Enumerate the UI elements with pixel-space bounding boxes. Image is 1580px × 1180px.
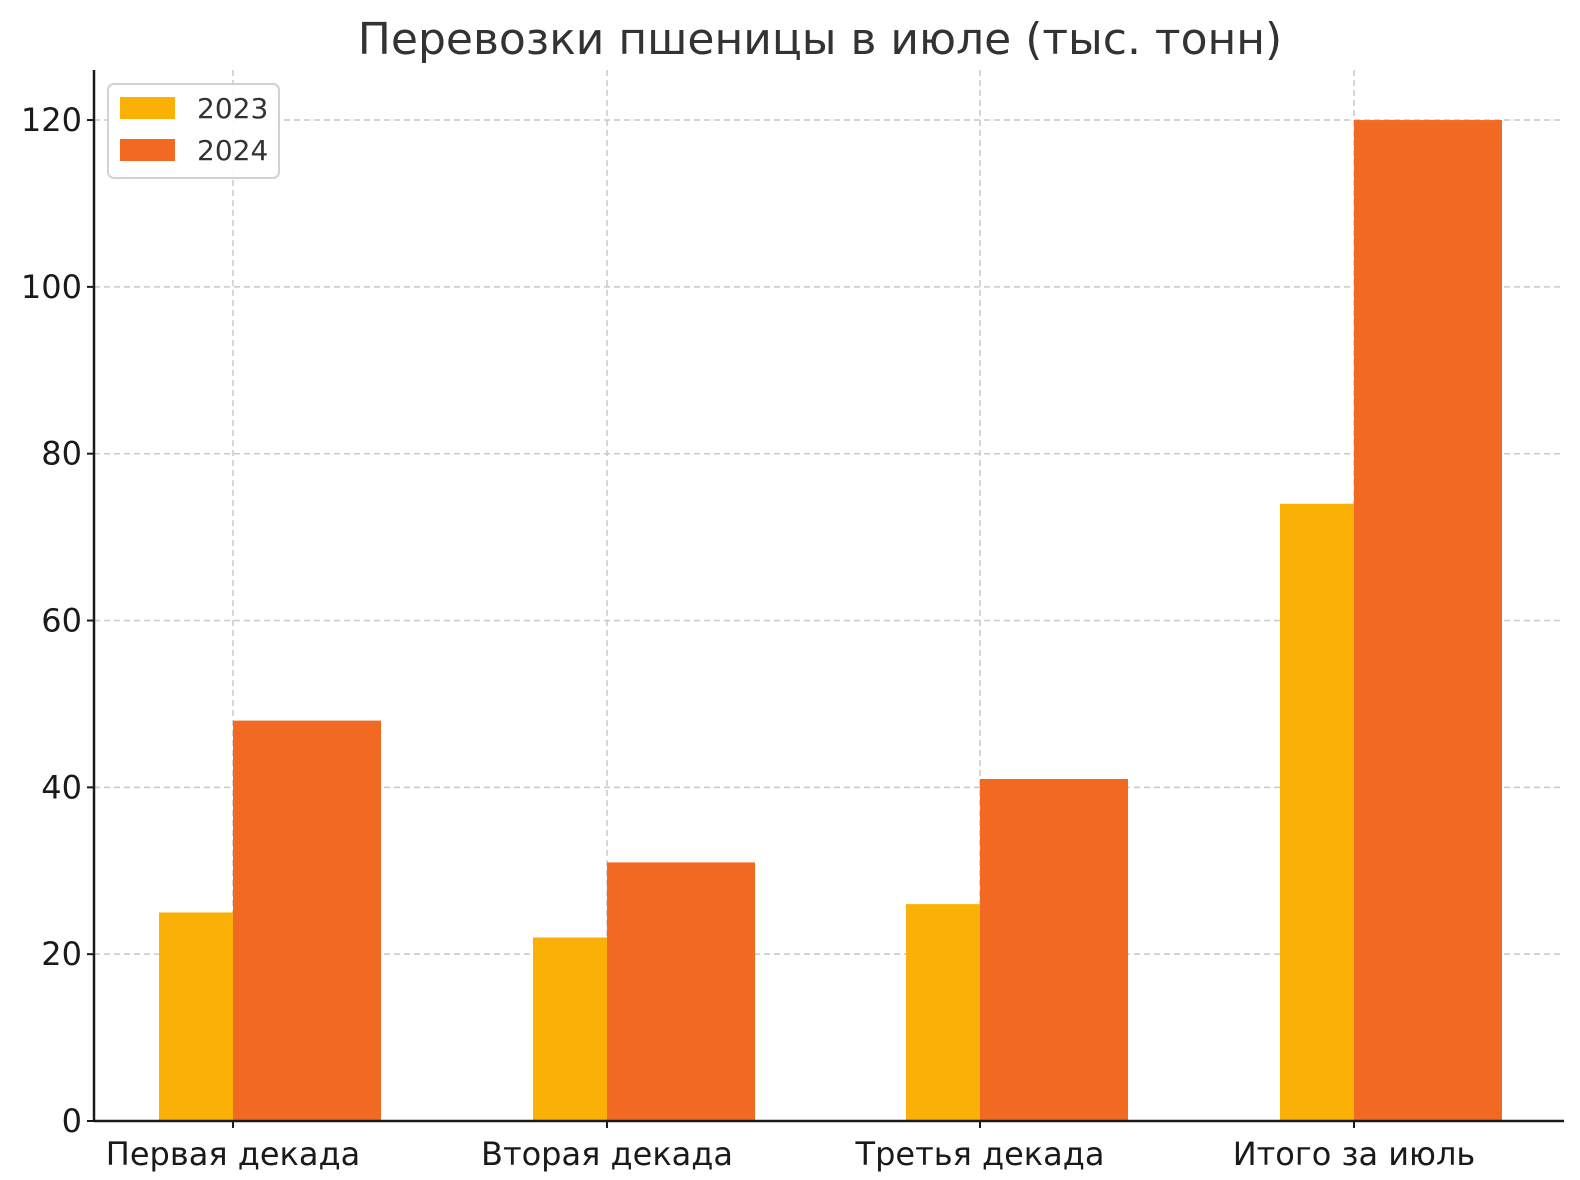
legend-label-2024: 2024 — [197, 134, 268, 167]
bar-2023 — [1280, 503, 1354, 1121]
x-tick-label: Первая декада — [106, 1135, 360, 1173]
y-axis-ticks: 0 20 40 60 80 100 120 — [21, 101, 94, 1140]
x-tick-label: Итого за июль — [1233, 1135, 1476, 1173]
y-tick-label: 60 — [41, 602, 82, 640]
axes — [92, 70, 1564, 1123]
y-tick-label: 80 — [41, 435, 82, 473]
y-tick-label: 0 — [62, 1102, 82, 1140]
bar-2023 — [906, 904, 980, 1121]
chart-title: Перевозки пшеницы в июле (тыс. тонн) — [358, 14, 1282, 65]
bar-2024 — [607, 862, 755, 1121]
y-tick-label: 120 — [21, 101, 82, 139]
bar-2024 — [1354, 120, 1502, 1122]
legend-swatch-2023 — [120, 97, 175, 119]
x-tick-label: Третья декада — [855, 1135, 1105, 1173]
x-axis-ticks: Первая декада Вторая декада Третья декада И… — [106, 1121, 1476, 1173]
bar-2023 — [533, 937, 607, 1121]
bar-2024 — [233, 720, 381, 1121]
legend-label-2023: 2023 — [197, 92, 268, 125]
bar-2023 — [159, 912, 233, 1121]
legend: 2023 2024 — [107, 83, 280, 179]
y-tick-label: 40 — [41, 768, 82, 806]
legend-swatch-2024 — [120, 139, 175, 161]
x-tick-label: Вторая декада — [481, 1135, 733, 1173]
bar-marks — [159, 120, 1502, 1122]
y-tick-label: 100 — [21, 268, 82, 306]
y-tick-label: 20 — [41, 935, 82, 973]
bar-2024 — [980, 779, 1128, 1121]
